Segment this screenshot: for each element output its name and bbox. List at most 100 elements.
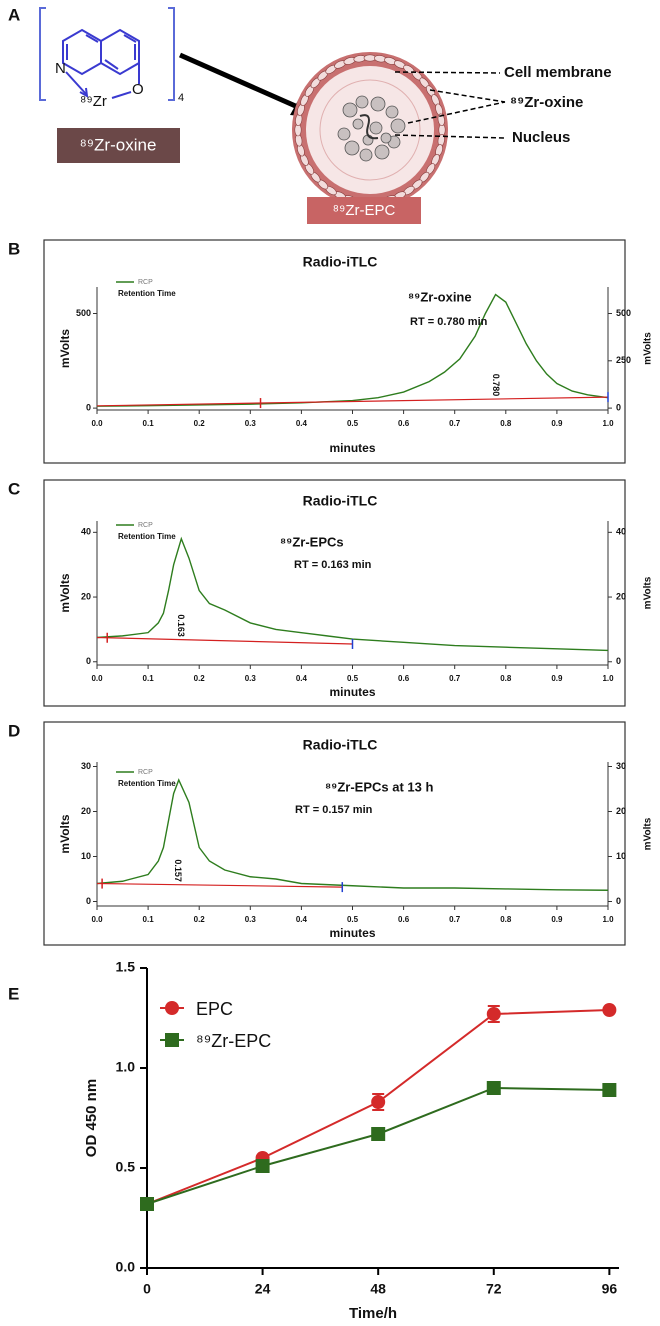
- x-tick-label: 0.1: [143, 419, 155, 428]
- y-tick-label: 20: [81, 806, 91, 816]
- x-tick-label: 96: [602, 1281, 618, 1297]
- x-axis-label: minutes: [329, 685, 375, 699]
- nucleus-granule: [380, 132, 392, 144]
- y-tick-label: 500: [76, 308, 91, 318]
- label-box: [57, 128, 180, 163]
- x-tick-label: 0.6: [398, 419, 410, 428]
- y-axis-label: OD 450 nm: [83, 1079, 100, 1157]
- annotation: RT = 0.163 min: [294, 559, 372, 571]
- nucleus-granule: [352, 118, 364, 130]
- panel-letter: E: [8, 984, 19, 1003]
- x-tick-label: 0.6: [398, 674, 410, 683]
- x-tick-label: 0: [143, 1281, 151, 1297]
- x-tick-label: 0.6: [398, 915, 410, 924]
- trace: [96, 778, 609, 891]
- x-tick-label: 0.8: [500, 419, 512, 428]
- chromatin: [359, 114, 379, 140]
- x-axis-label: minutes: [329, 441, 375, 455]
- x-tick-label: 1.0: [602, 674, 614, 683]
- chart-title: Radio-iTLC: [303, 493, 378, 509]
- x-tick-label: 0.5: [347, 674, 359, 683]
- y-tick-label: 1.5: [116, 959, 136, 975]
- callout: Cell membrane: [504, 64, 612, 81]
- x-tick-label: 0.0: [91, 915, 103, 924]
- y-tick-label: 0: [86, 402, 91, 412]
- x-tick-label: 0.9: [551, 674, 563, 683]
- count-subscript: 4: [178, 92, 184, 104]
- point: [486, 1081, 501, 1095]
- box-label: ⁸⁹Zr-oxine: [80, 135, 157, 154]
- peak-label: 0.780: [491, 374, 501, 397]
- x-tick-label: 0.3: [245, 419, 257, 428]
- chart-title: Radio-iTLC: [303, 737, 378, 753]
- legend-note: Retention Time: [118, 779, 176, 788]
- y2-tick-label: 0: [616, 656, 621, 666]
- x-tick-label: 0.4: [296, 915, 308, 924]
- nucleus-granule: [370, 96, 386, 112]
- y-tick-label: 0: [86, 656, 91, 666]
- x-tick-label: 0.0: [91, 419, 103, 428]
- atom-label: N: [55, 60, 66, 77]
- trace: [96, 536, 609, 652]
- panel-frame: [43, 479, 626, 707]
- y2-axis-label: mVolts: [643, 332, 654, 365]
- y2-tick-label: 10: [616, 851, 626, 861]
- nucleus-granule: [359, 148, 373, 162]
- y-tick-label: 0.5: [116, 1159, 136, 1175]
- annotation: ⁸⁹Zr-oxine: [408, 289, 472, 304]
- box-label: ⁸⁹Zr-EPC: [333, 202, 396, 219]
- point: [602, 1083, 617, 1097]
- atom-label: O: [132, 81, 144, 98]
- x-tick-label: 0.8: [500, 915, 512, 924]
- x-tick-label: 0.5: [347, 915, 359, 924]
- leader-lines: [394, 71, 506, 139]
- y2-tick-label: 20: [616, 591, 626, 601]
- y-tick-label: 20: [81, 591, 91, 601]
- annotation: RT = 0.780 min: [410, 316, 488, 328]
- x-tick-label: 0.8: [500, 674, 512, 683]
- x-tick-label: 0.9: [551, 419, 563, 428]
- legend-label: EPC: [196, 999, 233, 1019]
- x-tick-label: 0.2: [194, 915, 206, 924]
- point: [371, 1095, 386, 1109]
- x-tick-label: 48: [370, 1281, 386, 1297]
- point: [371, 1127, 386, 1141]
- legend-marker: [165, 1033, 179, 1047]
- nucleus-granule: [344, 140, 360, 156]
- y-tick-label: 40: [81, 527, 91, 537]
- x-tick-label: 0.4: [296, 419, 308, 428]
- y2-tick-label: 0: [616, 896, 621, 906]
- nucleus-granule: [385, 105, 399, 119]
- y2-tick-label: 20: [616, 806, 626, 816]
- x-tick-label: 0.2: [194, 419, 206, 428]
- panel-letter: D: [8, 721, 20, 740]
- y-tick-label: 1.0: [116, 1059, 136, 1075]
- axes: [96, 287, 609, 411]
- peak-label: 0.163: [176, 614, 186, 637]
- point: [486, 1007, 501, 1021]
- cell: [292, 52, 448, 208]
- legend-note: Retention Time: [118, 532, 176, 541]
- x-tick-label: 0.3: [245, 674, 257, 683]
- x-tick-label: 0.2: [194, 674, 206, 683]
- y2-axis-label: mVolts: [643, 576, 654, 609]
- x-tick-label: 0.3: [245, 915, 257, 924]
- y-axis-label: mVolts: [58, 329, 72, 368]
- nucleus-granule: [374, 144, 390, 160]
- legend-label: RCP: [138, 279, 153, 286]
- y2-tick-label: 500: [616, 308, 631, 318]
- x-tick-label: 0.7: [449, 674, 461, 683]
- nucleus-granule: [355, 95, 369, 109]
- x-tick-label: 0.7: [449, 915, 461, 924]
- x-tick-label: 0.5: [347, 419, 359, 428]
- y2-tick-label: 0: [616, 402, 621, 412]
- callout: Nucleus: [512, 129, 570, 146]
- legend-label: RCP: [138, 522, 153, 529]
- nucleus-granule: [390, 118, 406, 134]
- y2-axis-label: mVolts: [643, 817, 654, 850]
- point: [255, 1159, 270, 1173]
- y-axis-label: mVolts: [58, 573, 72, 612]
- x-tick-label: 0.9: [551, 915, 563, 924]
- panel-letter: B: [8, 239, 20, 258]
- x-tick-label: 0.1: [143, 674, 155, 683]
